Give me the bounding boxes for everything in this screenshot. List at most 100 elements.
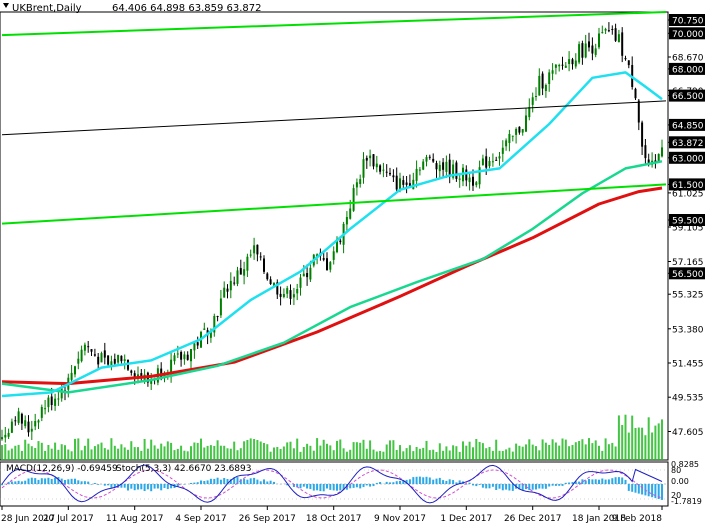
macd-histogram-bar [303, 484, 305, 487]
macd-histogram-bar [555, 484, 557, 486]
volume-bar [462, 441, 464, 460]
volume-bar [558, 446, 560, 460]
candle-body [306, 273, 308, 277]
macd-histogram-bar [545, 484, 547, 489]
candle-body [286, 288, 288, 294]
volume-bar [24, 440, 26, 460]
macd-histogram-bar [21, 481, 23, 484]
volume-bar [290, 442, 292, 460]
volume-bar [333, 450, 335, 460]
candle-body [87, 346, 89, 347]
volume-bar [455, 446, 457, 460]
macd-histogram-bar [329, 484, 331, 490]
volume-bar [518, 446, 520, 460]
macd-histogram-bar [495, 484, 497, 490]
candle-body [339, 241, 341, 243]
macd-histogram-bar [442, 480, 444, 484]
volume-bar [436, 452, 438, 460]
candle-body [555, 65, 557, 68]
candle-body [495, 160, 497, 161]
volume-bar [495, 440, 497, 460]
volume-bar [369, 440, 371, 460]
macd-histogram-bar [409, 479, 411, 484]
candle-body [51, 397, 53, 406]
date-tick-label: 4 Sep 2017 [175, 514, 226, 524]
candle-body [615, 28, 617, 41]
macd-histogram-bar [548, 484, 550, 487]
macd-histogram-bar [203, 481, 205, 484]
candle-body [104, 350, 106, 357]
macd-histogram-bar [452, 480, 454, 484]
volume-bar [256, 440, 258, 460]
candle-body [376, 164, 378, 168]
candle-body [57, 399, 59, 400]
candle-body [54, 399, 56, 406]
candle-body [71, 373, 73, 380]
macd-histogram-bar [326, 484, 328, 489]
volume-bar [227, 448, 229, 460]
candle-body [548, 72, 550, 84]
price-tick-label: 70.000 [672, 30, 704, 40]
volume-bar [442, 451, 444, 460]
macd-histogram-bar [18, 481, 20, 484]
volume-bar [343, 448, 345, 460]
candle-body [4, 435, 6, 438]
macd-histogram-bar [313, 484, 315, 491]
volume-bar [502, 451, 504, 460]
volume-bar [465, 446, 467, 460]
candle-body [81, 350, 83, 361]
macd-histogram-bar [542, 484, 544, 489]
macd-histogram-bar [74, 479, 76, 484]
volume-bar [565, 440, 567, 460]
macd-histogram-bar [127, 484, 129, 491]
candle-body [459, 179, 461, 180]
volume-bar [382, 452, 384, 460]
macd-histogram-bar [323, 484, 325, 491]
macd-histogram-bar [508, 484, 510, 491]
macd-histogram-bar [266, 482, 268, 485]
date-tick-label: 1 Dec 2017 [440, 514, 492, 524]
price-tick-label: 59.105 [672, 224, 704, 234]
price-tick-label: 47.605 [672, 428, 704, 438]
volume-bar [432, 450, 434, 460]
candle-body [180, 352, 182, 360]
candle-body [124, 359, 126, 361]
macd-histogram-bar [472, 484, 474, 485]
macd-histogram-bar [532, 484, 534, 490]
volume-bar [538, 450, 540, 460]
volume-bar [419, 449, 421, 460]
volume-bar [631, 416, 633, 460]
volume-bar [237, 450, 239, 460]
candle-body [581, 43, 583, 58]
macd-histogram-bar [376, 483, 378, 484]
price-tick-label: 51.455 [672, 360, 704, 370]
volume-bar [402, 451, 404, 460]
volume-bar [429, 450, 431, 460]
macd-histogram-bar [363, 484, 365, 487]
volume-bar [581, 439, 583, 460]
candle-body [485, 156, 487, 167]
macd-histogram-bar [104, 484, 106, 486]
volume-bar [266, 444, 268, 460]
candle-body [591, 46, 593, 54]
candle-body [585, 44, 587, 58]
volume-bar [167, 441, 169, 460]
candle-body [419, 170, 421, 171]
volume-bar [452, 445, 454, 460]
candle-body [74, 366, 76, 374]
candle-body [575, 61, 577, 67]
volume-bar [34, 448, 36, 460]
volume-bar [190, 446, 192, 460]
candle-body [399, 178, 401, 190]
candle-body [117, 355, 119, 363]
macd-histogram-bar [319, 484, 321, 491]
volume-bar [246, 440, 248, 460]
volume-bar [615, 447, 617, 461]
macd-histogram-bar [512, 484, 514, 491]
volume-bar [160, 444, 162, 460]
volume-bar [525, 444, 527, 460]
candle-body [562, 65, 564, 66]
macd-histogram-bar [210, 479, 212, 484]
date-tick-label: 9 Feb 2018 [612, 514, 663, 524]
